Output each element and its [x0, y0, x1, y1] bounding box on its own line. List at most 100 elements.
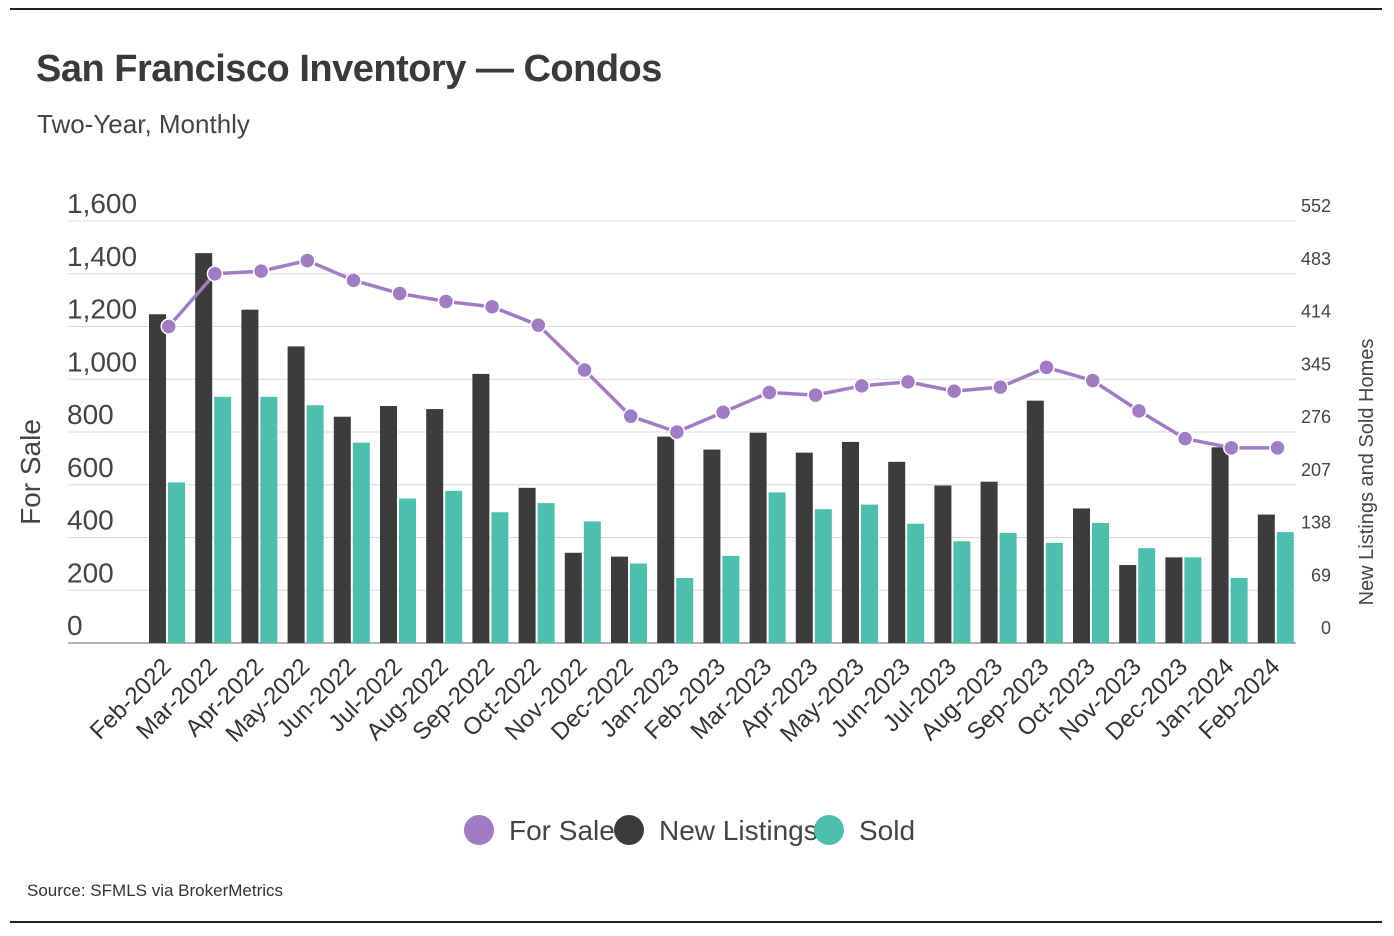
- y-right-tick-label: 0: [1321, 618, 1331, 638]
- sold-bar: [722, 555, 740, 643]
- sold-bar: [260, 396, 278, 643]
- sold-bar: [306, 405, 324, 643]
- sold-bar: [676, 578, 694, 643]
- new-listings-bar: [195, 253, 213, 643]
- new-listings-bar: [426, 409, 444, 643]
- for-sale-point: [714, 403, 732, 421]
- for-sale-point: [761, 384, 778, 401]
- x-axis-ticks: Feb-2022Mar-2022Apr-2022May-2022Jun-2022…: [85, 653, 1286, 748]
- new-listings-bar: [749, 432, 767, 643]
- sold-bar: [861, 504, 878, 643]
- for-sale-point: [345, 272, 362, 289]
- y-tick-label: 1,200: [67, 294, 137, 325]
- y-right-tick-label: 483: [1301, 249, 1331, 269]
- sold-bar: [1230, 578, 1248, 643]
- legend-label: New Listings: [659, 815, 818, 846]
- for-sale-point: [1038, 359, 1055, 376]
- sold-bar: [1045, 542, 1063, 643]
- sold-bar: [1184, 557, 1202, 643]
- for-sale-point: [992, 378, 1009, 396]
- left-y-axis-ticks: 0 200 400 600 800 1,000 1,200 1,400 1,600: [67, 188, 137, 641]
- right-y-axis-ticks: 0 69 138 207 276 345 414 483 552: [1301, 196, 1331, 638]
- for-sale-point: [853, 377, 870, 395]
- y-tick-label: 1,000: [67, 346, 137, 377]
- for-sale-point: [299, 252, 316, 269]
- sold-bar: [1276, 532, 1294, 643]
- for-sale-point: [576, 361, 593, 379]
- for-sale-point: [945, 382, 963, 400]
- y-tick-label: 0: [67, 610, 83, 641]
- for-sale-point: [391, 285, 408, 302]
- new-listings-bar: [1165, 557, 1183, 643]
- bars: [149, 253, 1294, 643]
- bottom-rule: [10, 921, 1382, 923]
- y-tick-label: 400: [67, 505, 114, 536]
- sold-bar: [1092, 522, 1109, 643]
- sold-bar: [537, 503, 555, 643]
- right-axis-title: New Listings and Sold Homes: [1356, 339, 1378, 606]
- for-sale-point: [1223, 439, 1240, 457]
- y-right-tick-label: 414: [1301, 302, 1331, 322]
- y-right-tick-label: 207: [1301, 460, 1331, 480]
- y-right-tick-label: 69: [1311, 565, 1331, 585]
- for-sale-point: [1176, 430, 1194, 447]
- sold-bar: [399, 498, 416, 643]
- y-right-tick-label: 276: [1301, 407, 1331, 427]
- new-listings-bar: [795, 452, 813, 643]
- for-sale-point: [252, 262, 270, 280]
- for-sale-point: [1084, 372, 1101, 389]
- for-sale-point: [668, 423, 686, 441]
- new-listings-bar: [564, 552, 582, 643]
- y-tick-label: 1,600: [67, 188, 137, 219]
- new-listings-bar: [1119, 565, 1137, 643]
- sold-bar: [352, 442, 370, 643]
- y-right-tick-label: 138: [1301, 513, 1331, 533]
- legend-swatch: [464, 815, 494, 845]
- new-listings-bar: [287, 346, 305, 643]
- legend-label: For Sale: [509, 815, 615, 846]
- sold-bar: [583, 521, 601, 643]
- legend-swatch: [614, 815, 644, 845]
- sold-bar: [630, 563, 647, 643]
- for-sale-point: [1269, 439, 1286, 457]
- new-listings-bar: [1211, 447, 1229, 643]
- for-sale-point: [160, 318, 177, 335]
- y-right-tick-label: 552: [1301, 196, 1331, 216]
- for-sale-point: [622, 407, 639, 425]
- y-tick-label: 800: [67, 399, 114, 430]
- new-listings-bar: [1257, 514, 1275, 643]
- y-right-tick-label: 345: [1301, 354, 1331, 374]
- new-listings-bar: [1073, 508, 1090, 643]
- new-listings-bar: [888, 461, 906, 643]
- chart-title: San Francisco Inventory — Condos: [36, 48, 662, 90]
- for-sale-point: [530, 316, 547, 334]
- top-rule: [10, 8, 1382, 10]
- legend-label: Sold: [859, 815, 915, 846]
- sold-bar: [1138, 548, 1156, 643]
- sold-bar: [214, 396, 232, 643]
- sold-bar: [445, 490, 463, 643]
- for-sale-point: [899, 373, 917, 391]
- new-listings-bar: [703, 449, 721, 643]
- sold-bar: [814, 509, 832, 643]
- new-listings-bar: [611, 556, 628, 643]
- new-listings-bar: [657, 436, 675, 643]
- new-listings-bar: [241, 309, 259, 643]
- y-tick-label: 200: [67, 557, 114, 588]
- source-note: Source: SFMLS via BrokerMetrics: [27, 881, 284, 900]
- y-tick-label: 600: [67, 452, 114, 483]
- sold-bar: [999, 532, 1017, 643]
- sold-bar: [953, 541, 971, 643]
- sold-bar: [491, 512, 509, 643]
- new-listings-bar: [149, 314, 166, 643]
- new-listings-bar: [934, 485, 952, 643]
- sold-bar: [768, 492, 786, 643]
- sold-bar: [168, 482, 185, 643]
- for-sale-point: [1130, 402, 1148, 420]
- for-sale-point: [206, 265, 224, 282]
- legend: For Sale New Listings Sold: [464, 815, 915, 846]
- for-sale-point: [483, 298, 501, 315]
- new-listings-bar: [333, 416, 351, 643]
- for-sale-point: [437, 293, 455, 310]
